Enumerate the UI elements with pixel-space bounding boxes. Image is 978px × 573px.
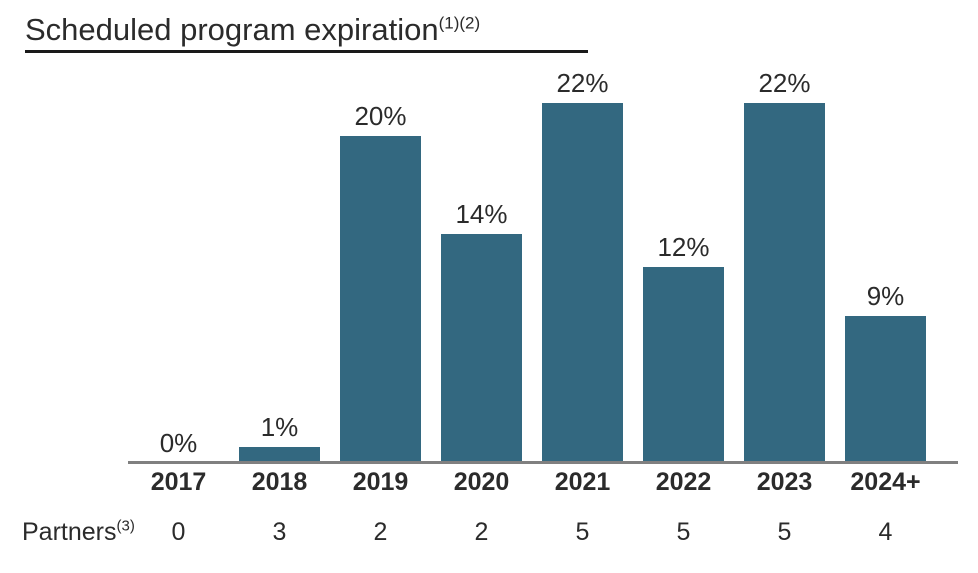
bar-2019[interactable]: [340, 136, 421, 463]
bar-column: 12%: [633, 60, 734, 463]
page-title: Scheduled program expiration(1)(2): [25, 12, 480, 48]
x-axis-label-2023: 2023: [756, 468, 813, 496]
bar-value-label-2019: 20%: [354, 101, 407, 131]
page-title-superscript: (1)(2): [438, 13, 481, 33]
bar-value-label-2022: 12%: [657, 231, 710, 262]
partners-value-2021: 5: [575, 518, 590, 546]
x-axis-label-2018: 2018: [251, 468, 308, 496]
bar-value-label-2023: 22%: [758, 68, 811, 99]
bar-value-label-2024+: 9%: [866, 280, 905, 311]
bar-column: 14%: [431, 60, 532, 463]
bar-2023[interactable]: [744, 103, 825, 463]
x-axis-line: [128, 461, 958, 464]
bar-2018[interactable]: [239, 446, 320, 463]
x-axis-label-2021: 2021: [554, 468, 611, 496]
x-axis-label-2020: 2020: [453, 468, 510, 496]
partners-value-2020: 2: [474, 518, 489, 546]
partners-value-2024+: 4: [878, 518, 893, 546]
partners-value-2022: 5: [676, 518, 691, 546]
bar-2021[interactable]: [542, 103, 623, 463]
bar-column: 22%: [532, 60, 633, 463]
title-underline: [25, 50, 588, 53]
bar-value-label-2020: 14%: [455, 199, 508, 230]
partners-row-header: Partners(3): [22, 518, 135, 547]
bar-2024+[interactable]: [845, 315, 926, 463]
bar-value-label-2018: 1%: [260, 411, 299, 442]
partners-value-2018: 3: [272, 518, 287, 546]
bar-column: 1%: [229, 60, 330, 463]
bar-value-label-2017: 0%: [159, 428, 198, 458]
x-axis-label-2024+: 2024+: [850, 468, 921, 496]
bar-2020[interactable]: [441, 234, 522, 463]
partners-value-2023: 5: [777, 518, 792, 546]
x-axis-category-row: 2017 2018 2019 2020 2021 2022 2023 2024+: [128, 468, 958, 502]
x-axis-label-2022: 2022: [655, 468, 712, 496]
partners-value-2017: 0: [171, 518, 186, 546]
partners-row-header-text: Partners: [22, 518, 117, 546]
partners-row-header-superscript: (3): [116, 517, 135, 535]
partners-value-row: 0 3 2 2 5 5 5 4: [128, 518, 958, 552]
partners-value-2019: 2: [373, 518, 388, 546]
bar-value-label-2021: 22%: [556, 68, 609, 99]
page-title-text: Scheduled program expiration: [25, 12, 439, 47]
bar-column: 22%: [734, 60, 835, 463]
x-axis-label-2017: 2017: [150, 468, 207, 496]
bar-column: 20%: [330, 60, 431, 463]
bar-column: 0%: [128, 60, 229, 463]
bar-2022[interactable]: [643, 266, 724, 463]
bar-column: 9%: [835, 60, 936, 463]
x-axis-label-2019: 2019: [352, 468, 409, 496]
bar-chart-plot-area: 0% 1% 20% 14% 22% 12% 22% 9%: [128, 60, 958, 463]
